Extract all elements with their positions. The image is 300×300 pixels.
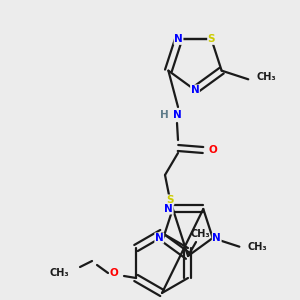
Text: O: O xyxy=(208,145,217,155)
Text: S: S xyxy=(166,195,174,205)
Text: H: H xyxy=(160,110,168,120)
Text: N: N xyxy=(164,204,173,214)
Text: O: O xyxy=(110,268,118,278)
Text: CH₃: CH₃ xyxy=(190,229,210,239)
Text: CH₃: CH₃ xyxy=(248,242,267,252)
Text: S: S xyxy=(208,34,215,44)
Text: N: N xyxy=(212,233,221,243)
Text: N: N xyxy=(155,233,164,243)
Text: CH₃: CH₃ xyxy=(50,268,69,278)
Text: N: N xyxy=(174,34,183,44)
Text: N: N xyxy=(190,85,200,95)
Text: CH₃: CH₃ xyxy=(256,72,276,82)
Text: N: N xyxy=(172,110,182,120)
